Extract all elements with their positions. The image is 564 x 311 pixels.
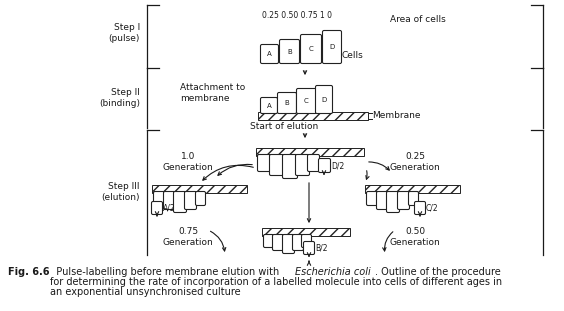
FancyBboxPatch shape [153, 192, 165, 206]
FancyBboxPatch shape [283, 234, 294, 253]
FancyBboxPatch shape [263, 234, 274, 248]
Text: A: A [267, 51, 272, 57]
Text: 0.25 0.50 0.75 1 0: 0.25 0.50 0.75 1 0 [262, 11, 332, 20]
FancyBboxPatch shape [164, 192, 175, 210]
Text: Area of cells: Area of cells [390, 16, 446, 25]
FancyBboxPatch shape [307, 155, 319, 171]
FancyBboxPatch shape [377, 192, 389, 210]
Text: Step III
(elution): Step III (elution) [102, 182, 140, 202]
Text: Start of elution: Start of elution [250, 122, 318, 131]
Text: 0.50
Generation: 0.50 Generation [390, 227, 440, 247]
Text: A/2: A/2 [163, 203, 175, 212]
Text: Step II
(binding): Step II (binding) [99, 88, 140, 108]
Text: D: D [321, 96, 327, 103]
FancyBboxPatch shape [283, 155, 297, 179]
Bar [262, 228, 350, 236]
Text: C: C [309, 46, 314, 52]
FancyBboxPatch shape [280, 39, 299, 63]
Text: D/2: D/2 [331, 161, 344, 170]
Bar [258, 112, 368, 120]
Text: B: B [285, 100, 289, 106]
Text: D: D [329, 44, 334, 50]
Text: Fig. 6.6: Fig. 6.6 [8, 267, 50, 277]
Text: Escherichia coli: Escherichia coli [295, 267, 371, 277]
FancyBboxPatch shape [184, 192, 196, 210]
Text: 0.25
Generation: 0.25 Generation [390, 152, 440, 172]
Text: Cells: Cells [342, 50, 364, 59]
FancyBboxPatch shape [297, 89, 316, 114]
Text: 1.0
Generation: 1.0 Generation [162, 152, 213, 172]
FancyBboxPatch shape [415, 202, 425, 215]
FancyBboxPatch shape [261, 44, 279, 63]
FancyBboxPatch shape [323, 30, 341, 63]
FancyBboxPatch shape [303, 242, 315, 254]
Bar [256, 148, 364, 156]
FancyBboxPatch shape [408, 192, 418, 206]
Text: Pulse-labelling before membrane elution with: Pulse-labelling before membrane elution … [50, 267, 283, 277]
FancyBboxPatch shape [398, 192, 409, 210]
Text: C: C [304, 98, 309, 104]
Text: an exponential unsynchronised culture: an exponential unsynchronised culture [50, 287, 241, 297]
Text: 0.75
Generation: 0.75 Generation [162, 227, 213, 247]
FancyBboxPatch shape [302, 234, 311, 248]
Text: A: A [267, 103, 271, 109]
FancyBboxPatch shape [152, 202, 162, 215]
FancyBboxPatch shape [196, 192, 205, 206]
FancyBboxPatch shape [174, 192, 187, 212]
FancyBboxPatch shape [270, 155, 284, 175]
FancyBboxPatch shape [367, 192, 377, 206]
FancyBboxPatch shape [296, 155, 310, 175]
FancyBboxPatch shape [258, 155, 271, 171]
FancyBboxPatch shape [301, 35, 321, 63]
Text: for determining the rate of incorporation of a labelled molecule into cells of d: for determining the rate of incorporatio… [50, 277, 502, 287]
FancyBboxPatch shape [315, 86, 333, 114]
FancyBboxPatch shape [293, 234, 303, 250]
FancyBboxPatch shape [319, 159, 331, 173]
Text: Membrane: Membrane [372, 112, 421, 120]
Text: B/2: B/2 [315, 244, 328, 253]
FancyBboxPatch shape [272, 234, 284, 250]
Text: B: B [287, 49, 292, 54]
Text: . Outline of the procedure: . Outline of the procedure [375, 267, 501, 277]
FancyBboxPatch shape [386, 192, 399, 212]
Bar [152, 185, 247, 193]
FancyBboxPatch shape [277, 92, 297, 114]
Text: C/2: C/2 [426, 203, 439, 212]
Text: Step I
(pulse): Step I (pulse) [109, 23, 140, 43]
Text: Attachment to
membrane: Attachment to membrane [180, 83, 245, 103]
Bar [365, 185, 460, 193]
FancyBboxPatch shape [261, 98, 277, 114]
